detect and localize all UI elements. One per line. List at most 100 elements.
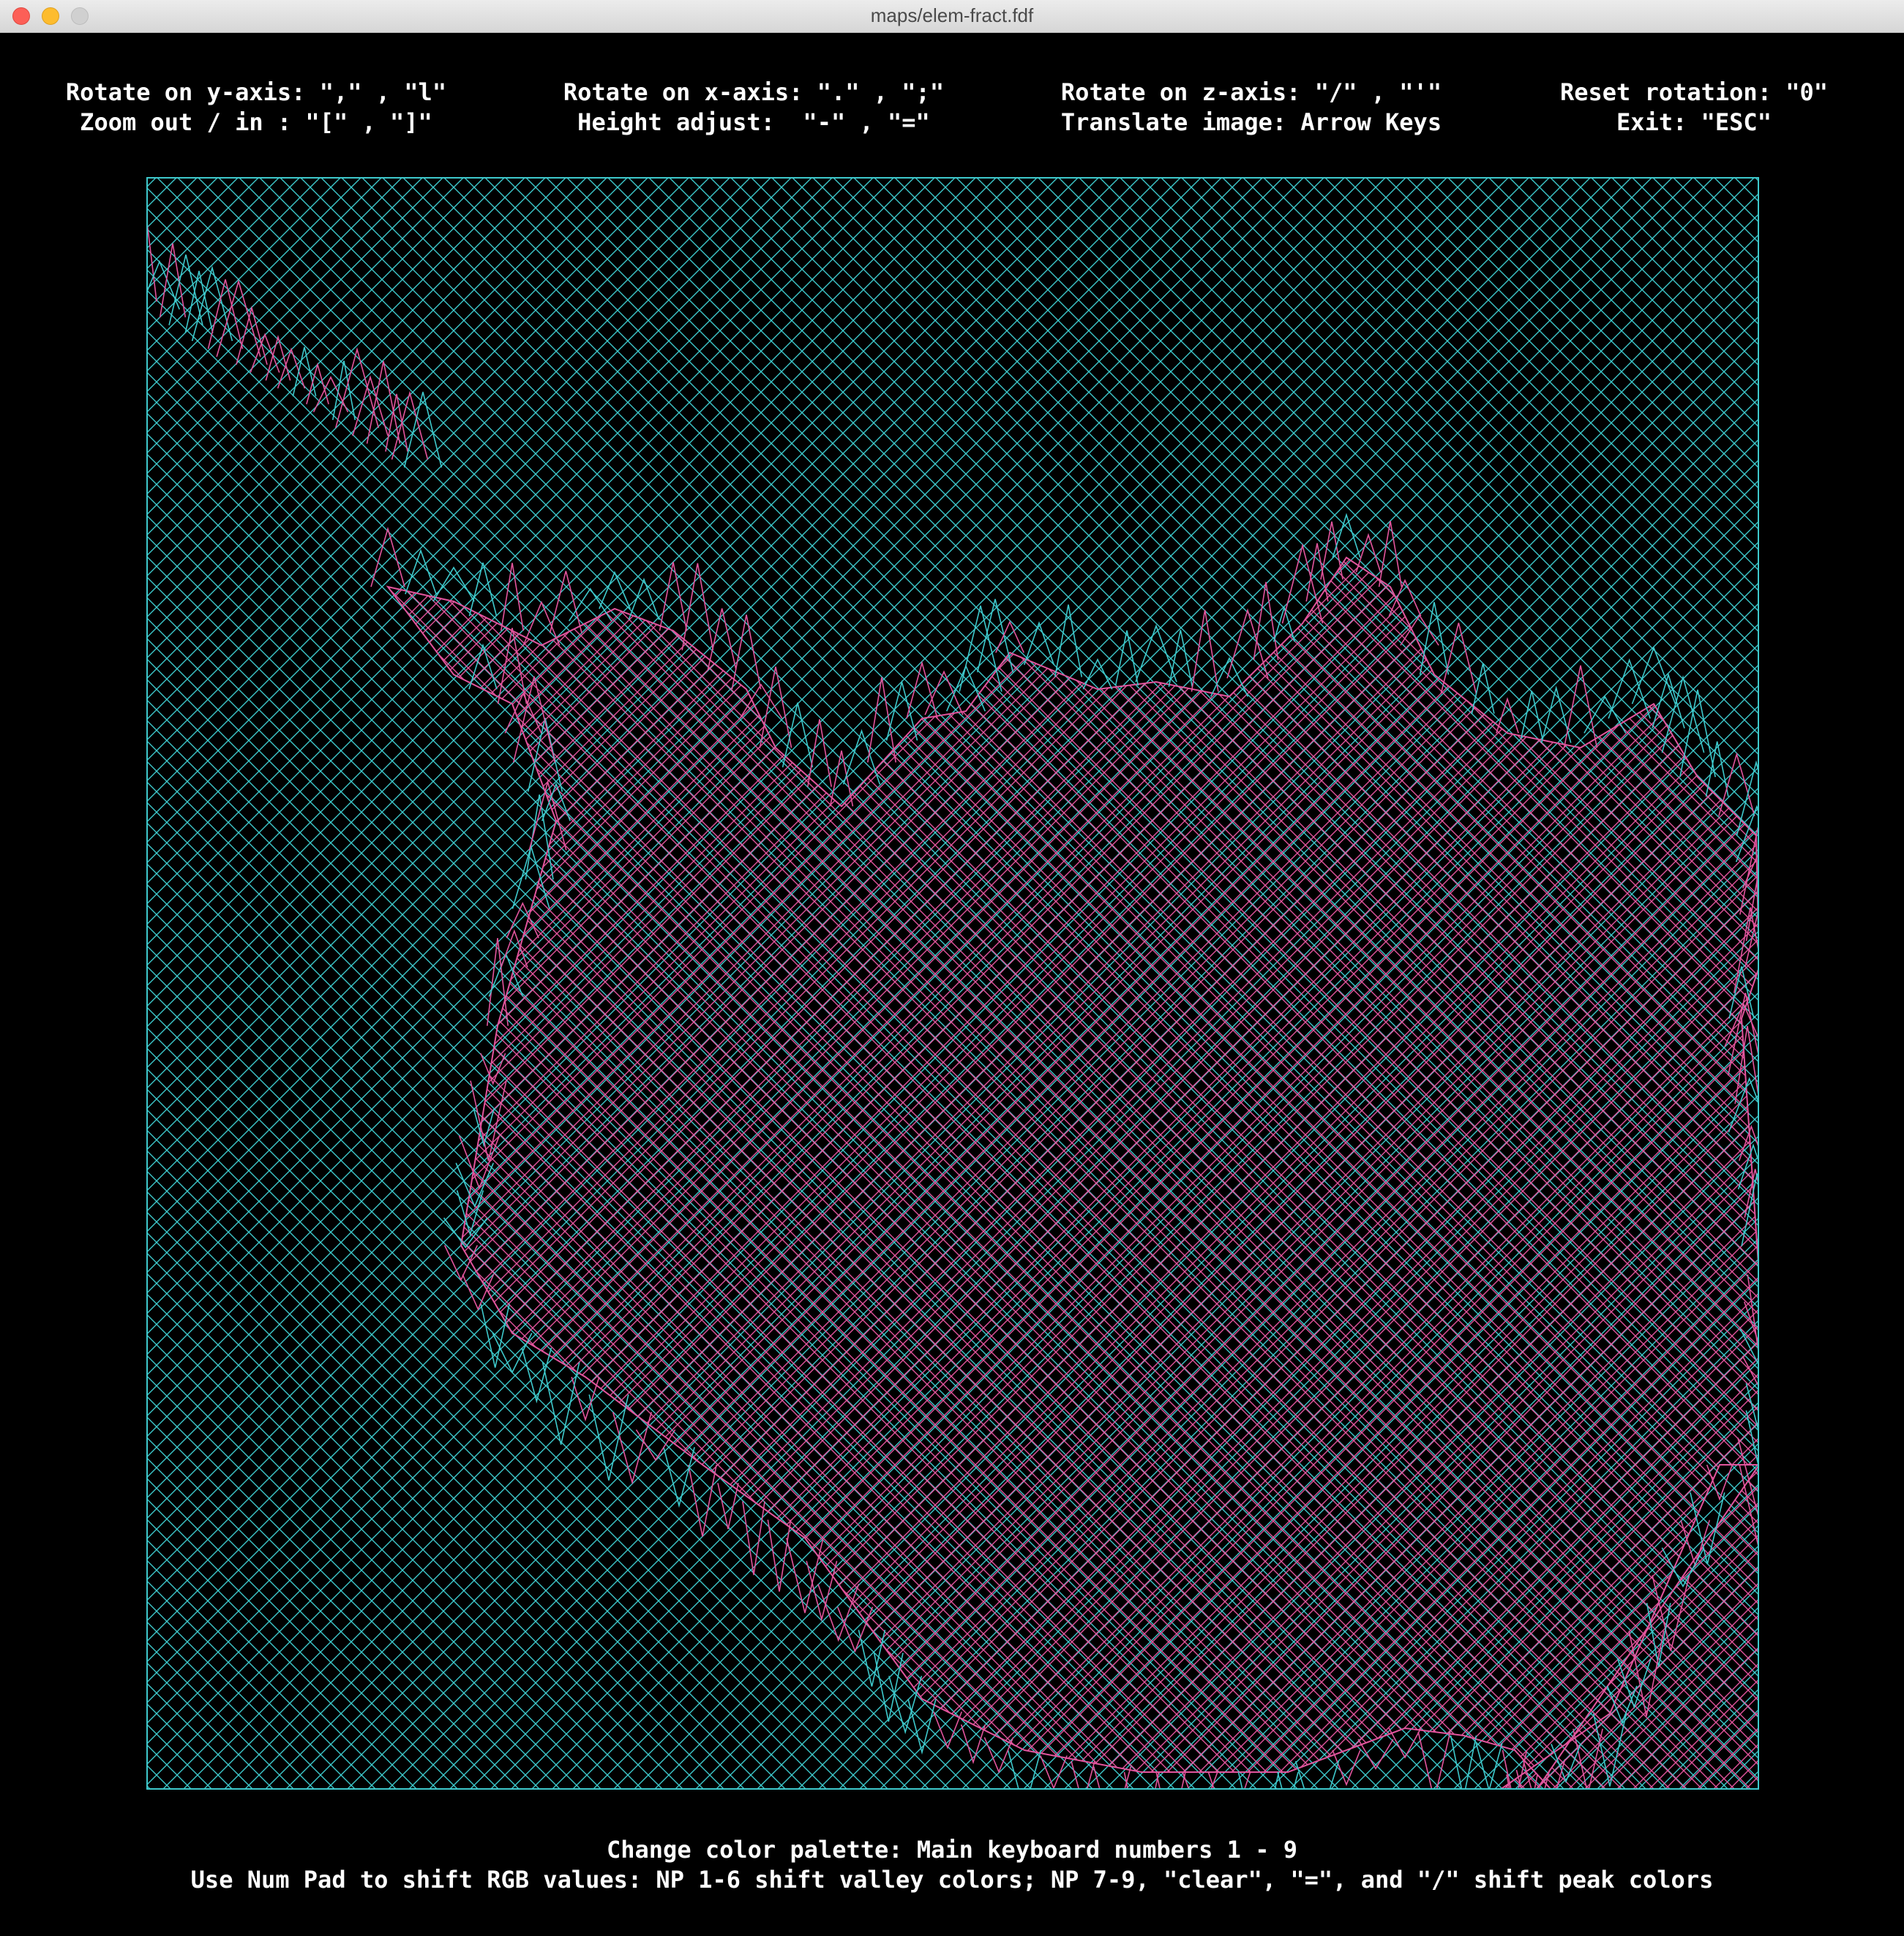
- ridge-spike: [995, 620, 1024, 653]
- ridge-spike: [1706, 1464, 1734, 1501]
- ridge-spike: [885, 680, 918, 741]
- ridge-spike: [1071, 1760, 1095, 1790]
- ridge-spike: [352, 375, 389, 436]
- ridge-spike: [1742, 1356, 1759, 1389]
- ridge-spike: [1744, 907, 1759, 968]
- ridge-spike: [306, 362, 329, 405]
- ridge-spike: [1054, 604, 1083, 678]
- ridge-spike: [1388, 1727, 1422, 1759]
- ridge-spike: [236, 305, 268, 365]
- ridge-spike: [473, 1108, 495, 1148]
- ridge-spike: [1277, 1771, 1299, 1790]
- ridge-spike: [1400, 614, 1439, 646]
- zoom-window-button[interactable]: [71, 7, 89, 25]
- ridge-spike: [277, 347, 306, 389]
- ridge-spike: [1631, 646, 1676, 705]
- ridge-spike: [1226, 608, 1269, 679]
- help-rotate-y: Rotate on y-axis: "," , "l": [65, 78, 447, 106]
- ridge-spike: [1182, 1771, 1218, 1790]
- ridge-spike: [1253, 582, 1279, 661]
- ridge-spike: [983, 1737, 1014, 1774]
- ridge-spike: [681, 563, 714, 650]
- ridge-spike: [924, 670, 964, 716]
- ridge-spike: [829, 750, 854, 807]
- ridge-spike: [480, 1303, 510, 1368]
- ridge-spike: [1168, 629, 1193, 687]
- help-zoom: Zoom out / in : "[" , "]": [80, 108, 432, 136]
- help-rotate-x: Rotate on x-axis: "." , ";": [563, 78, 945, 106]
- ridge-spike: [391, 390, 429, 460]
- help-rotate-z: Rotate on z-axis: "/" , "'": [1060, 78, 1442, 106]
- ridge-spike: [1733, 907, 1759, 994]
- help-numpad: Use Num Pad to shift RGB values: NP 1-6 …: [190, 1866, 1714, 1894]
- ridge-spike: [331, 361, 356, 421]
- ridge-spike: [707, 608, 737, 670]
- ridge-spike: [504, 692, 542, 734]
- close-window-button[interactable]: [12, 7, 30, 25]
- ridge-spike: [443, 1217, 488, 1249]
- ridge-spike: [312, 375, 349, 413]
- ridge-spike: [146, 216, 157, 302]
- minimize-window-button[interactable]: [42, 7, 59, 25]
- wireframe-canvas[interactable]: [146, 177, 1759, 1790]
- ridge-spike: [527, 718, 563, 792]
- ridge-spike: [906, 660, 938, 719]
- ridge-spike: [873, 1652, 904, 1722]
- ridge-spike: [191, 265, 233, 342]
- help-exit: Exit: "ESC": [1616, 108, 1772, 136]
- ridge-spike: [456, 1190, 484, 1237]
- ridge-spike: [480, 1053, 506, 1086]
- ridge-spike: [1747, 1274, 1759, 1357]
- ridge-spike: [568, 588, 612, 622]
- ridge-spike: [405, 549, 437, 595]
- ridge-spike: [159, 243, 187, 318]
- ridge-spike: [1417, 1731, 1451, 1790]
- ridge-spike: [571, 1376, 600, 1422]
- help-translate: Translate image: Arrow Keys: [1060, 108, 1442, 136]
- ridge-spike: [1521, 691, 1543, 738]
- help-reset: Reset rotation: "0": [1559, 78, 1829, 106]
- ridge-spike: [462, 1274, 495, 1311]
- ridge-spike: [842, 729, 881, 785]
- title-bar[interactable]: maps/elem-fract.fdf: [0, 0, 1904, 33]
- ridge-spike: [1007, 1749, 1042, 1790]
- ridge-spike: [528, 779, 567, 851]
- ridge-spike: [635, 1429, 676, 1461]
- ridge-spike: [470, 1080, 507, 1161]
- ridge-spike: [549, 571, 582, 634]
- ridge-spike: [1718, 752, 1755, 817]
- ridge-spike: [1210, 656, 1249, 697]
- ridge-spike: [1728, 966, 1755, 1019]
- ridge-spike: [486, 938, 509, 1027]
- ridge-spike: [1320, 521, 1343, 580]
- ridge-spike: [525, 794, 554, 880]
- ridge-spike: [663, 1447, 695, 1508]
- ridge-spike: [1737, 1437, 1759, 1521]
- canvas-border: [146, 177, 1759, 1790]
- ridge-spike: [1646, 1602, 1671, 1667]
- ridge-spike: [759, 667, 792, 748]
- ridge-spike: [599, 571, 631, 609]
- ridge-spike: [1135, 624, 1177, 683]
- ridge-spike: [836, 1606, 874, 1653]
- ridge-spike: [1744, 1301, 1759, 1346]
- ridge-spike: [1440, 623, 1477, 694]
- ridge-spike: [1690, 1492, 1725, 1564]
- ridge-spike: [541, 1362, 580, 1445]
- ridge-spike: [492, 1332, 533, 1374]
- ridge-spike: [867, 677, 896, 763]
- ridge-spike: [688, 1464, 717, 1537]
- ridge-spike: [292, 347, 317, 397]
- ridge-spike: [168, 254, 203, 326]
- ridge-spike: [1679, 689, 1716, 778]
- ridge-spike: [786, 1537, 824, 1613]
- ridge-spike: [1378, 520, 1403, 588]
- ridge-spike: [1294, 1760, 1340, 1790]
- help-palette: Change color palette: Main keyboard numb…: [606, 1836, 1297, 1864]
- ridge-spike: [385, 394, 408, 452]
- ridge-spike: [742, 1501, 765, 1575]
- ridge-spike: [432, 566, 475, 602]
- ridge-spike: [1734, 1026, 1759, 1104]
- ridge-spike: [1496, 697, 1519, 734]
